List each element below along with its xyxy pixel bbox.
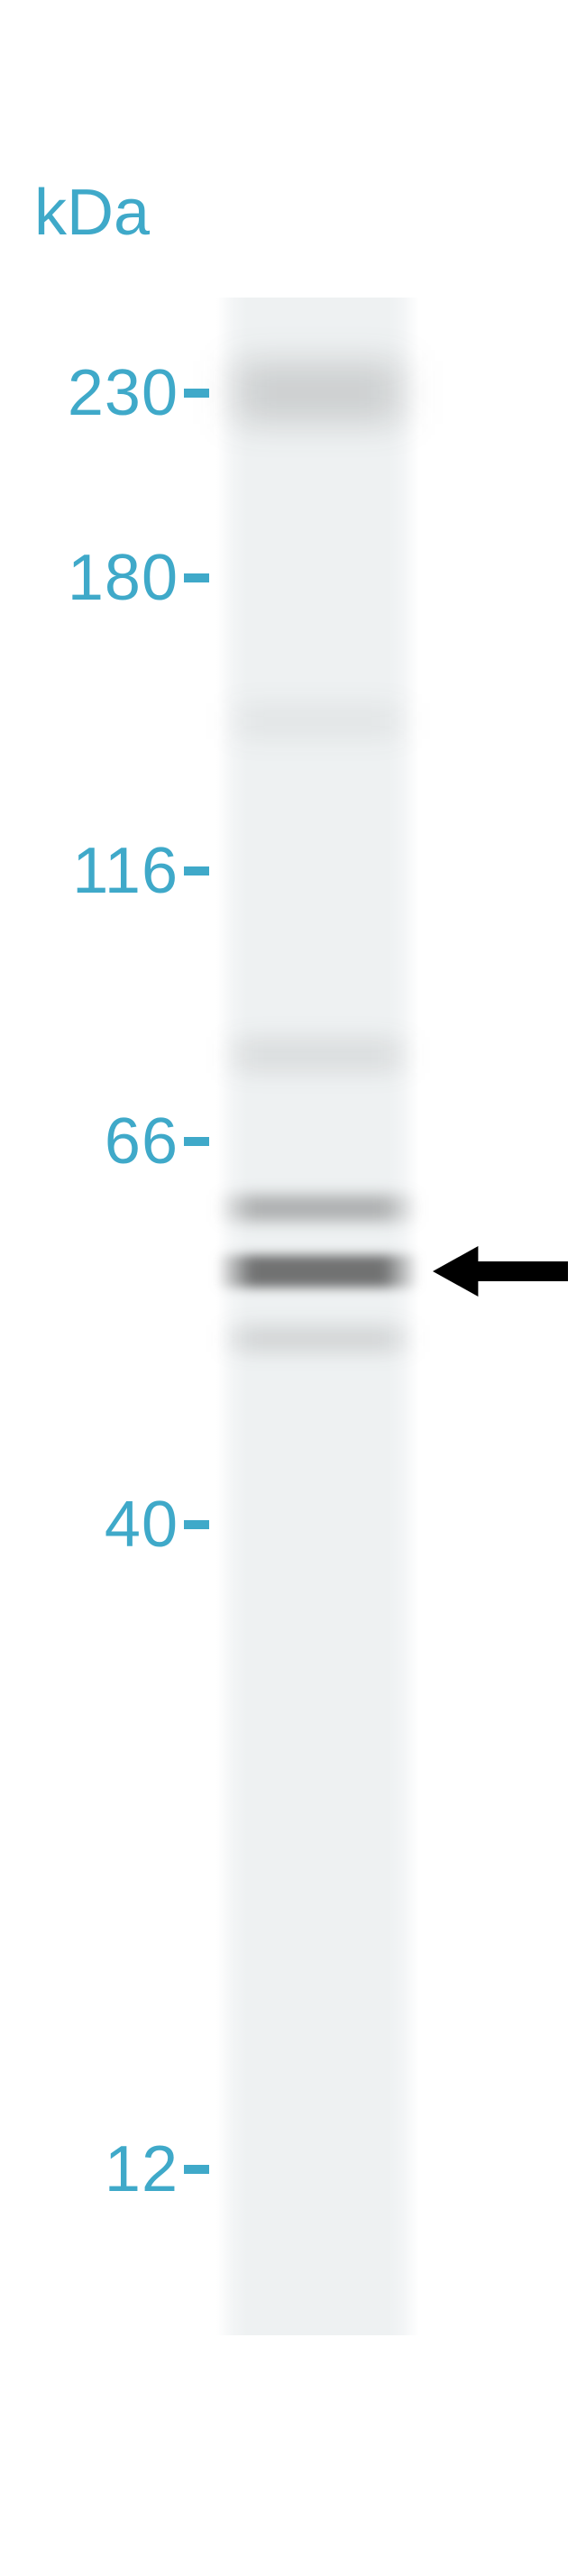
mw-marker-dash: [184, 389, 209, 398]
mw-marker-dash: [184, 866, 209, 875]
mw-marker: 116: [52, 834, 209, 908]
mw-marker-dash: [184, 1520, 209, 1529]
mw-marker-value: 180: [52, 541, 179, 615]
target-band-arrow: [433, 1246, 568, 1297]
blot-figure: kDa 230 180 116 66 40 12: [0, 0, 586, 2576]
mw-marker-value: 116: [52, 834, 179, 908]
mw-marker-dash: [184, 573, 209, 582]
arrow-icon: [433, 1246, 568, 1297]
mw-marker: 12: [52, 2132, 209, 2206]
mw-marker: 66: [52, 1105, 209, 1178]
mw-marker-dash: [184, 1137, 209, 1146]
mw-marker-value: 230: [52, 356, 179, 430]
blot-band: [216, 1195, 419, 1222]
blot-lane: [216, 298, 419, 2335]
blot-band: [216, 1255, 419, 1288]
mw-marker-value: 40: [52, 1488, 179, 1562]
blot-band: [216, 361, 419, 424]
mw-marker-dash: [184, 2165, 209, 2174]
mw-marker-value: 66: [52, 1105, 179, 1178]
mw-marker-value: 12: [52, 2132, 179, 2206]
mw-marker: 180: [52, 541, 209, 615]
mw-marker: 230: [52, 356, 209, 430]
blot-band: [216, 703, 419, 739]
blot-band: [216, 1325, 419, 1352]
blot-band: [216, 1037, 419, 1073]
mw-marker: 40: [52, 1488, 209, 1562]
unit-label: kDa: [34, 176, 150, 250]
